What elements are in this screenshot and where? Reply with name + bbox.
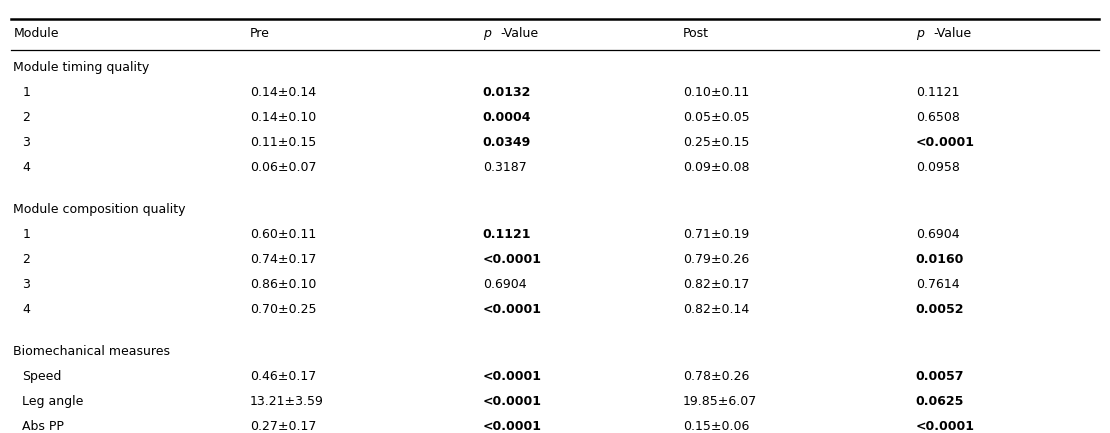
Text: <0.0001: <0.0001 bbox=[483, 370, 542, 383]
Text: 0.06±0.07: 0.06±0.07 bbox=[250, 161, 316, 174]
Text: Biomechanical measures: Biomechanical measures bbox=[13, 345, 170, 358]
Text: Module timing quality: Module timing quality bbox=[13, 61, 150, 74]
Text: 19.85±6.07: 19.85±6.07 bbox=[683, 395, 757, 408]
Text: 0.78±0.26: 0.78±0.26 bbox=[683, 370, 749, 383]
Text: 0.14±0.14: 0.14±0.14 bbox=[250, 86, 316, 99]
Text: 4: 4 bbox=[22, 161, 30, 174]
Text: 0.0625: 0.0625 bbox=[916, 395, 965, 408]
Text: Speed: Speed bbox=[22, 370, 61, 383]
Text: -Value: -Value bbox=[934, 27, 971, 40]
Text: 2: 2 bbox=[22, 253, 30, 266]
Text: 0.27±0.17: 0.27±0.17 bbox=[250, 420, 316, 433]
Text: <0.0001: <0.0001 bbox=[483, 420, 542, 433]
Text: Post: Post bbox=[683, 27, 708, 40]
Text: 13.21±3.59: 13.21±3.59 bbox=[250, 395, 324, 408]
Text: 0.0057: 0.0057 bbox=[916, 370, 965, 383]
Text: 0.71±0.19: 0.71±0.19 bbox=[683, 228, 749, 241]
Text: 0.0132: 0.0132 bbox=[483, 86, 532, 99]
Text: 0.05±0.05: 0.05±0.05 bbox=[683, 111, 749, 124]
Text: 0.15±0.06: 0.15±0.06 bbox=[683, 420, 749, 433]
Text: 0.86±0.10: 0.86±0.10 bbox=[250, 278, 316, 291]
Text: 0.11±0.15: 0.11±0.15 bbox=[250, 136, 316, 149]
Text: p: p bbox=[483, 27, 491, 40]
Text: 0.79±0.26: 0.79±0.26 bbox=[683, 253, 749, 266]
Text: <0.0001: <0.0001 bbox=[483, 303, 542, 316]
Text: 0.0349: 0.0349 bbox=[483, 136, 531, 149]
Text: 0.0160: 0.0160 bbox=[916, 253, 965, 266]
Text: Module composition quality: Module composition quality bbox=[13, 203, 185, 216]
Text: 3: 3 bbox=[22, 136, 30, 149]
Text: Module: Module bbox=[13, 27, 59, 40]
Text: 0.60±0.11: 0.60±0.11 bbox=[250, 228, 316, 241]
Text: 2: 2 bbox=[22, 111, 30, 124]
Text: 0.6904: 0.6904 bbox=[483, 278, 526, 291]
Text: Abs PP: Abs PP bbox=[22, 420, 64, 433]
Text: 0.82±0.14: 0.82±0.14 bbox=[683, 303, 749, 316]
Text: 0.6904: 0.6904 bbox=[916, 228, 959, 241]
Text: 0.14±0.10: 0.14±0.10 bbox=[250, 111, 316, 124]
Text: 0.09±0.08: 0.09±0.08 bbox=[683, 161, 749, 174]
Text: 0.10±0.11: 0.10±0.11 bbox=[683, 86, 749, 99]
Text: 0.46±0.17: 0.46±0.17 bbox=[250, 370, 316, 383]
Text: p: p bbox=[916, 27, 924, 40]
Text: 0.6508: 0.6508 bbox=[916, 111, 960, 124]
Text: -Value: -Value bbox=[501, 27, 538, 40]
Text: 0.0004: 0.0004 bbox=[483, 111, 532, 124]
Text: <0.0001: <0.0001 bbox=[483, 395, 542, 408]
Text: 0.25±0.15: 0.25±0.15 bbox=[683, 136, 749, 149]
Text: <0.0001: <0.0001 bbox=[916, 420, 975, 433]
Text: Leg angle: Leg angle bbox=[22, 395, 83, 408]
Text: 4: 4 bbox=[22, 303, 30, 316]
Text: 0.1121: 0.1121 bbox=[916, 86, 959, 99]
Text: 0.74±0.17: 0.74±0.17 bbox=[250, 253, 316, 266]
Text: <0.0001: <0.0001 bbox=[916, 136, 975, 149]
Text: 0.0958: 0.0958 bbox=[916, 161, 960, 174]
Text: 3: 3 bbox=[22, 278, 30, 291]
Text: 0.82±0.17: 0.82±0.17 bbox=[683, 278, 749, 291]
Text: Pre: Pre bbox=[250, 27, 270, 40]
Text: 0.3187: 0.3187 bbox=[483, 161, 526, 174]
Text: 0.0052: 0.0052 bbox=[916, 303, 965, 316]
Text: 0.1121: 0.1121 bbox=[483, 228, 532, 241]
Text: 1: 1 bbox=[22, 228, 30, 241]
Text: 0.70±0.25: 0.70±0.25 bbox=[250, 303, 316, 316]
Text: 0.7614: 0.7614 bbox=[916, 278, 959, 291]
Text: 1: 1 bbox=[22, 86, 30, 99]
Text: <0.0001: <0.0001 bbox=[483, 253, 542, 266]
